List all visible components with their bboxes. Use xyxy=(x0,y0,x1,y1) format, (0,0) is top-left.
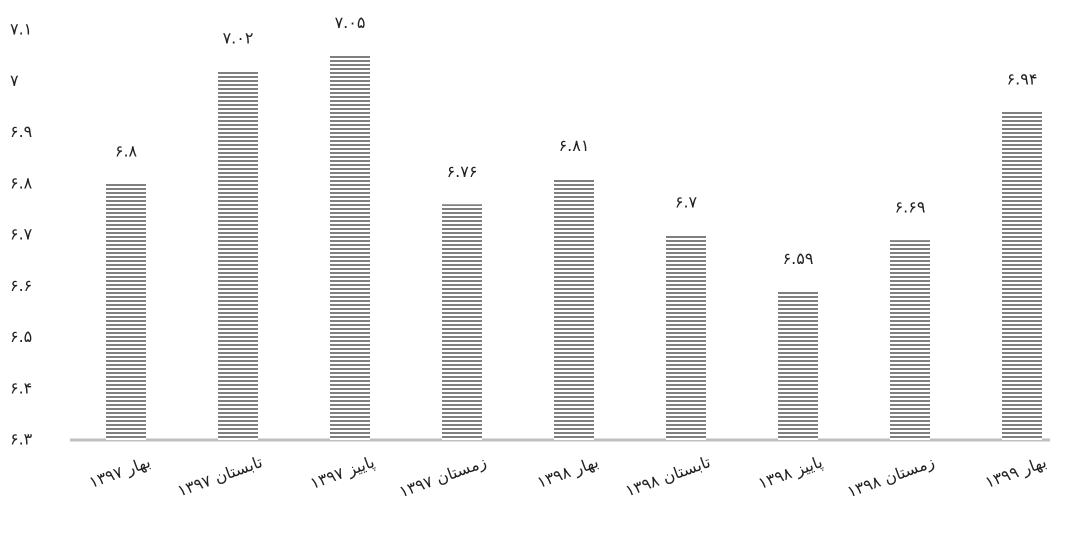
value-label: ۶.۸۱ xyxy=(559,136,590,155)
y-tick-label: ۶.۵ xyxy=(10,327,32,346)
value-label: ۷.۰۵ xyxy=(335,13,366,32)
y-tick-label: ۶.۴ xyxy=(10,378,32,397)
y-tick-label: ۶.۳ xyxy=(10,430,33,449)
x-tick-label: پاییز ۱۳۹۷ xyxy=(308,452,378,494)
y-tick-label: ۶.۶ xyxy=(10,276,32,295)
x-tick-label: تابستان ۱۳۹۷ xyxy=(175,452,265,500)
bar xyxy=(1002,112,1042,440)
bar xyxy=(218,71,258,440)
x-tick-label: پاییز ۱۳۹۸ xyxy=(756,452,826,494)
value-label: ۶.۷ xyxy=(675,193,698,212)
bar xyxy=(890,240,930,440)
y-tick-label: ۶.۹ xyxy=(10,122,32,141)
x-tick-label: بهار ۱۳۹۸ xyxy=(534,452,601,493)
bar xyxy=(778,291,818,440)
bar xyxy=(666,235,706,440)
x-tick-label: زمستان ۱۳۹۷ xyxy=(396,452,489,502)
x-tick-label: زمستان ۱۳۹۸ xyxy=(844,452,937,502)
bar xyxy=(330,55,370,440)
bar xyxy=(442,204,482,440)
x-tick-label: بهار ۱۳۹۹ xyxy=(982,452,1049,493)
x-tick-label: بهار ۱۳۹۷ xyxy=(86,452,153,493)
value-label: ۶.۷۶ xyxy=(447,162,478,181)
y-tick-label: ۷.۱ xyxy=(10,20,32,39)
bar xyxy=(106,183,146,440)
y-tick-label: ۶.۷ xyxy=(10,225,33,244)
bar xyxy=(554,178,594,440)
value-label: ۶.۸ xyxy=(115,141,138,160)
value-label: ۶.۶۹ xyxy=(895,198,926,217)
value-label: ۶.۵۹ xyxy=(783,249,814,268)
y-tick-label: ۶.۸ xyxy=(10,173,33,192)
y-tick-label: ۷ xyxy=(10,71,19,90)
value-label: ۷.۰۲ xyxy=(223,29,254,48)
x-tick-label: تابستان ۱۳۹۸ xyxy=(623,452,713,500)
value-label: ۶.۹۴ xyxy=(1007,70,1038,89)
